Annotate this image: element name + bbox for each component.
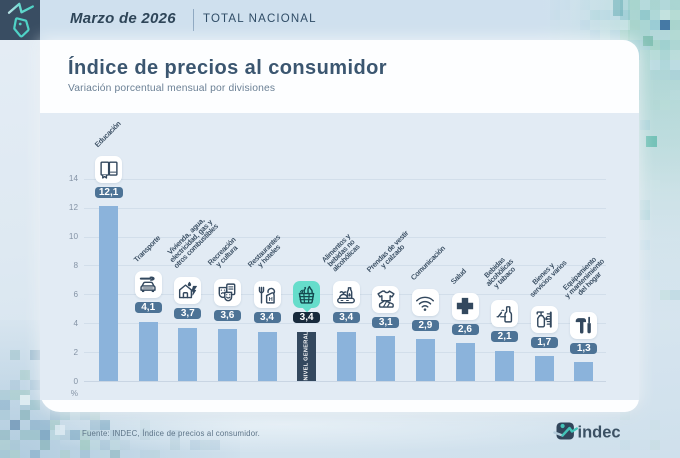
svg-text:indec: indec: [578, 424, 621, 442]
svg-text:H: H: [269, 297, 273, 303]
